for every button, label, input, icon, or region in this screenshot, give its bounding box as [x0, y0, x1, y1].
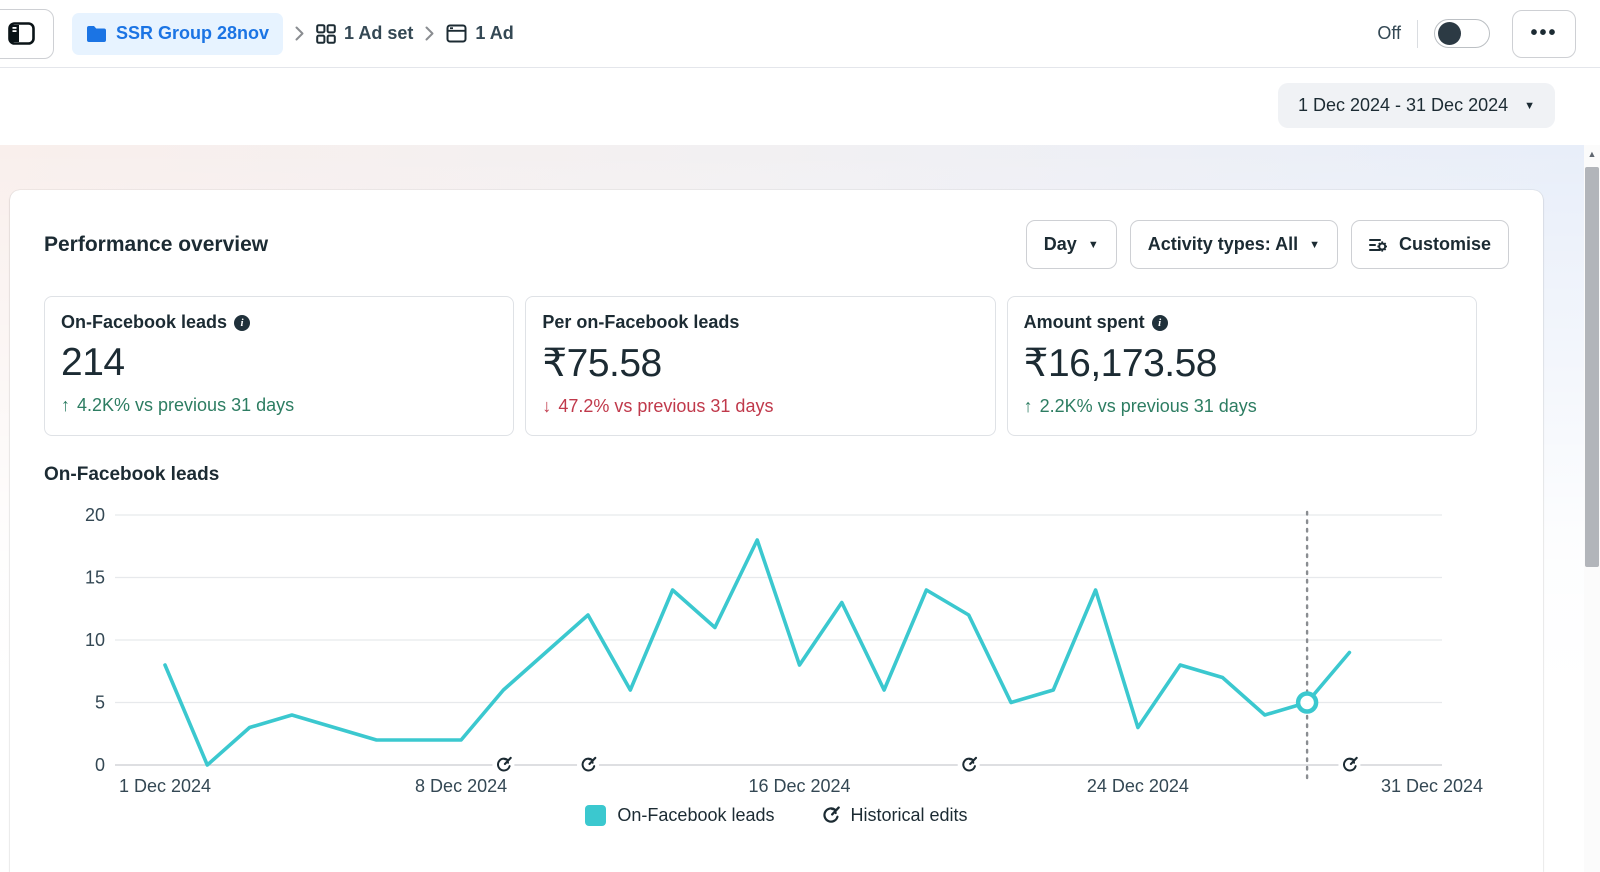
customise-label: Customise [1398, 234, 1491, 254]
svg-text:8 Dec 2024: 8 Dec 2024 [415, 776, 507, 796]
metric-value: 214 [61, 341, 125, 384]
date-range-picker[interactable]: 1 Dec 2024 - 31 Dec 2024 ▼ [1277, 83, 1555, 128]
info-icon[interactable]: i [234, 314, 251, 331]
leads-line-chart[interactable]: 0 5 10 15 20 1 Dec 2024 8 Dec 2024 16 Dec 2024 2… [44, 498, 1509, 805]
svg-text:31 Dec 2024: 31 Dec 2024 [1381, 776, 1483, 796]
breadcrumb-campaign[interactable]: SSR Group 28nov [72, 12, 284, 55]
trend-up-icon: ↑ [1023, 396, 1033, 416]
metric-delta: 47.2% vs previous 31 days [558, 396, 774, 416]
leads-series-swatch [585, 805, 607, 826]
metric-card-on-facebook-leads[interactable]: On-Facebook leads i 214 ↑ 4.2K% vs previ… [44, 296, 515, 436]
performance-overview-card: Performance overview Day ▼ Activity type… [10, 190, 1543, 872]
metric-value: ₹16,173.58 [1023, 342, 1218, 385]
svg-text:5: 5 [95, 693, 105, 713]
chevron-right-icon [295, 26, 304, 41]
main-content: Performance overview Day ▼ Activity type… [0, 145, 1600, 872]
activity-types-label: Activity types: All [1147, 234, 1299, 254]
trend-up-icon: ↑ [61, 395, 70, 415]
folder-icon [87, 25, 106, 42]
metric-cards: On-Facebook leads i 214 ↑ 4.2K% vs previ… [44, 296, 1477, 436]
breadcrumb-ad-label: 1 Ad [475, 23, 514, 43]
scrollbar-thumb[interactable] [1585, 167, 1599, 567]
granularity-dropdown[interactable]: Day ▼ [1025, 220, 1117, 269]
metric-card-amount-spent[interactable]: Amount spent i ₹16,173.58 ↑ 2.2K% vs pre… [1006, 296, 1477, 436]
top-bar: SSR Group 28nov 1 Ad set 1 Ad [0, 0, 1600, 68]
svg-text:24 Dec 2024: 24 Dec 2024 [1087, 776, 1189, 796]
svg-text:10: 10 [85, 630, 105, 650]
metric-delta: 4.2K% vs previous 31 days [77, 395, 295, 415]
legend-item-leads: On-Facebook leads [585, 805, 775, 826]
ellipsis-icon: ••• [1530, 22, 1558, 44]
chevron-right-icon [425, 26, 434, 41]
caret-down-icon: ▼ [1309, 238, 1320, 251]
svg-text:15: 15 [85, 568, 105, 588]
ad-set-grid-icon [316, 23, 336, 44]
breadcrumb-adset[interactable]: 1 Ad set [316, 23, 413, 44]
scrollbar-up-arrow-icon[interactable]: ▲ [1587, 149, 1597, 159]
panel-title: Performance overview [44, 232, 269, 256]
ad-status-toggle[interactable] [1434, 19, 1490, 48]
metric-card-per-on-facebook-leads[interactable]: Per on-Facebook leads ₹75.58 ↓ 47.2% vs … [525, 296, 996, 436]
granularity-label: Day [1043, 234, 1077, 254]
date-range-label: 1 Dec 2024 - 31 Dec 2024 [1297, 95, 1509, 115]
trend-down-icon: ↓ [542, 396, 552, 416]
sidebar-toggle-icon [7, 22, 35, 45]
svg-text:20: 20 [85, 505, 105, 525]
breadcrumb: SSR Group 28nov 1 Ad set 1 Ad [72, 12, 514, 55]
sidebar-toggle-button[interactable] [0, 8, 54, 59]
chart-title: On-Facebook leads [44, 464, 220, 485]
metric-label: Amount spent [1023, 312, 1145, 332]
activity-types-dropdown[interactable]: Activity types: All ▼ [1129, 220, 1338, 269]
ad-icon [446, 24, 467, 43]
svg-text:1 Dec 2024: 1 Dec 2024 [119, 776, 211, 796]
divider [1417, 19, 1418, 48]
vertical-scrollbar[interactable]: ▲ [1584, 145, 1600, 872]
legend-label: On-Facebook leads [617, 805, 775, 825]
metric-delta: 2.2K% vs previous 31 days [1039, 396, 1257, 416]
svg-text:0: 0 [95, 755, 105, 775]
toggle-knob [1438, 22, 1461, 45]
more-options-button[interactable]: ••• [1512, 9, 1576, 58]
chart-legend: On-Facebook leads Historical edits [44, 805, 1509, 826]
line-chart-canvas[interactable]: 0 5 10 15 20 1 Dec 2024 8 Dec 2024 16 Dec 2024 2… [44, 498, 1509, 800]
customise-button[interactable]: Customise [1350, 220, 1509, 269]
svg-text:16 Dec 2024: 16 Dec 2024 [748, 776, 850, 796]
historical-edits-icon [822, 806, 840, 823]
info-icon[interactable]: i [1151, 314, 1168, 331]
breadcrumb-adset-label: 1 Ad set [344, 23, 414, 43]
metric-label: On-Facebook leads [61, 312, 228, 332]
toolbar-row: 1 Dec 2024 - 31 Dec 2024 ▼ [0, 68, 1600, 145]
metric-value: ₹75.58 [542, 342, 662, 385]
breadcrumb-campaign-label: SSR Group 28nov [116, 23, 270, 43]
customise-gear-icon [1368, 238, 1387, 252]
caret-down-icon: ▼ [1087, 238, 1099, 251]
legend-label: Historical edits [850, 805, 968, 825]
legend-item-historical-edits: Historical edits [821, 805, 968, 826]
caret-down-icon: ▼ [1524, 99, 1535, 112]
ad-status-label: Off [1377, 23, 1401, 43]
metric-label: Per on-Facebook leads [542, 312, 740, 332]
breadcrumb-ad[interactable]: 1 Ad [446, 23, 514, 44]
